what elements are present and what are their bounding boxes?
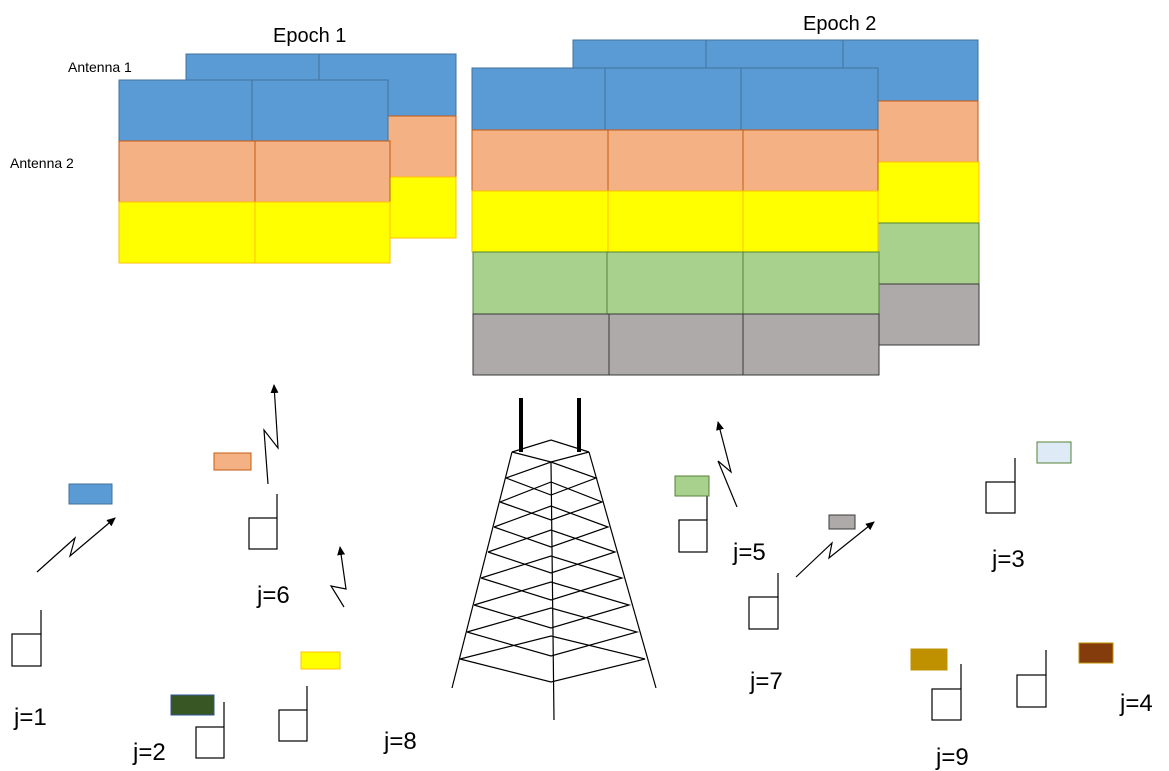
user-device-icon (1016, 650, 1047, 708)
user-1: j=1 (11, 483, 116, 731)
user-device-icon (748, 573, 779, 630)
user-device-icon (678, 496, 708, 553)
user-7: j=7 (748, 514, 875, 695)
wireless-link-icon (36, 517, 116, 573)
epoch2-grid (471, 39, 980, 376)
epoch1-label: Epoch 1 (273, 25, 346, 47)
user-label: j=4 (1119, 690, 1153, 717)
user-5: j=5 (674, 421, 766, 566)
user-label: j=6 (256, 582, 290, 609)
user-9: j=9 (910, 648, 969, 771)
resource-block (300, 651, 341, 670)
user-label: j=8 (383, 728, 417, 755)
user-device-icon (278, 686, 308, 742)
base-station-tower-icon (451, 398, 657, 721)
epoch2-antenna2-layer (471, 67, 880, 376)
user-label: j=3 (991, 546, 1025, 573)
wireless-link-icon (329, 546, 347, 608)
antenna1-label: Antenna 1 (68, 59, 132, 75)
user-device-icon (11, 610, 42, 667)
epoch1-grid (118, 53, 457, 264)
resource-block (828, 514, 856, 530)
wireless-link-icon (263, 384, 279, 485)
wireless-link-icon (795, 521, 875, 578)
user-3: j=3 (985, 441, 1072, 573)
user-label: j=5 (732, 539, 766, 566)
resource-block (674, 475, 710, 497)
resource-block (1078, 642, 1114, 664)
user-device-icon (248, 494, 278, 550)
user-label: j=1 (13, 704, 47, 731)
resource-block (170, 694, 215, 716)
user-label: j=2 (132, 739, 166, 766)
user-device-icon (195, 702, 225, 759)
resource-block (910, 648, 948, 671)
wireless-link-icon (716, 421, 738, 508)
user-6: j=6 (213, 384, 290, 609)
user-label: j=7 (749, 668, 783, 695)
user-8: j=8 (278, 546, 417, 755)
user-2: j=2 (132, 694, 225, 766)
resource-block (213, 452, 252, 471)
user-device-icon (931, 664, 962, 721)
user-label: j=9 (935, 744, 969, 771)
user-4: j=4 (1016, 642, 1153, 717)
user-device-icon (985, 458, 1016, 514)
epoch1-antenna2-layer (118, 79, 391, 264)
resource-block (1036, 441, 1072, 464)
antenna2-label: Antenna 2 (10, 155, 74, 171)
resource-block (68, 483, 113, 505)
epoch2-label: Epoch 2 (803, 13, 876, 35)
